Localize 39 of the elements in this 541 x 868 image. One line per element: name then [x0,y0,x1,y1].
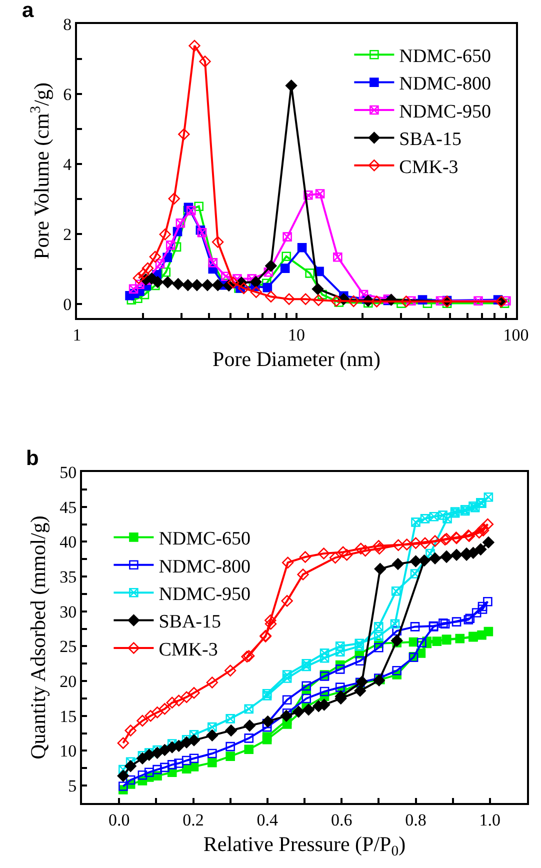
x-tick-label: 0.0 [108,810,130,830]
legend-label: SBA-15 [399,129,462,150]
x-tick-label: 10 [288,325,305,344]
x-tick-label: 1 [72,325,82,344]
legend-label: NDMC-950 [399,101,492,122]
legend-label: CMK-3 [399,156,458,178]
x-tick-label: 0.6 [330,810,352,830]
y-tick-label: 4 [63,154,72,174]
x-tick-label: 0.2 [182,810,204,830]
x-tick-label: 100 [503,325,529,344]
x-tick-label: 0.4 [256,810,279,830]
y-tick-label: 2 [63,224,72,244]
text: b [26,447,39,470]
legend-label: NDMC-650 [158,528,251,550]
y-tick-label: 40 [60,532,77,552]
legend-label: CMK-3 [158,639,218,660]
x-axis-title: Relative Pressure (P/P$_{0}$) [203,832,406,860]
y-tick-label: 15 [60,706,77,726]
legend-label: NDMC-950 [158,584,251,605]
x-tick-label: 0.8 [405,810,426,830]
x-axis-title: Pore Diameter (nm) [212,347,380,372]
y-tick-label: 5 [68,776,77,796]
y-tick-label: 45 [60,498,77,517]
y-tick-label: 8 [63,14,72,34]
y-axis-title: Quantity Adsorbed (mmol/g) [26,516,50,760]
y-tick-label: 50 [60,462,77,482]
legend-label: NDMC-800 [158,556,251,578]
y-tick-label: 20 [60,672,77,691]
text: a [22,0,34,22]
y-tick-label: 6 [63,84,72,104]
legend-label: NDMC-800 [399,74,492,95]
legend-label: SBA-15 [158,612,221,633]
x-tick-label: 1.0 [479,810,501,830]
y-tick-label: 25 [60,637,77,656]
y-tick-label: 0 [63,294,72,314]
legend-label: NDMC-650 [399,46,492,68]
y-tick-label: 10 [60,742,77,761]
y-tick-label: 30 [60,602,77,622]
y-tick-label: 35 [60,567,77,586]
